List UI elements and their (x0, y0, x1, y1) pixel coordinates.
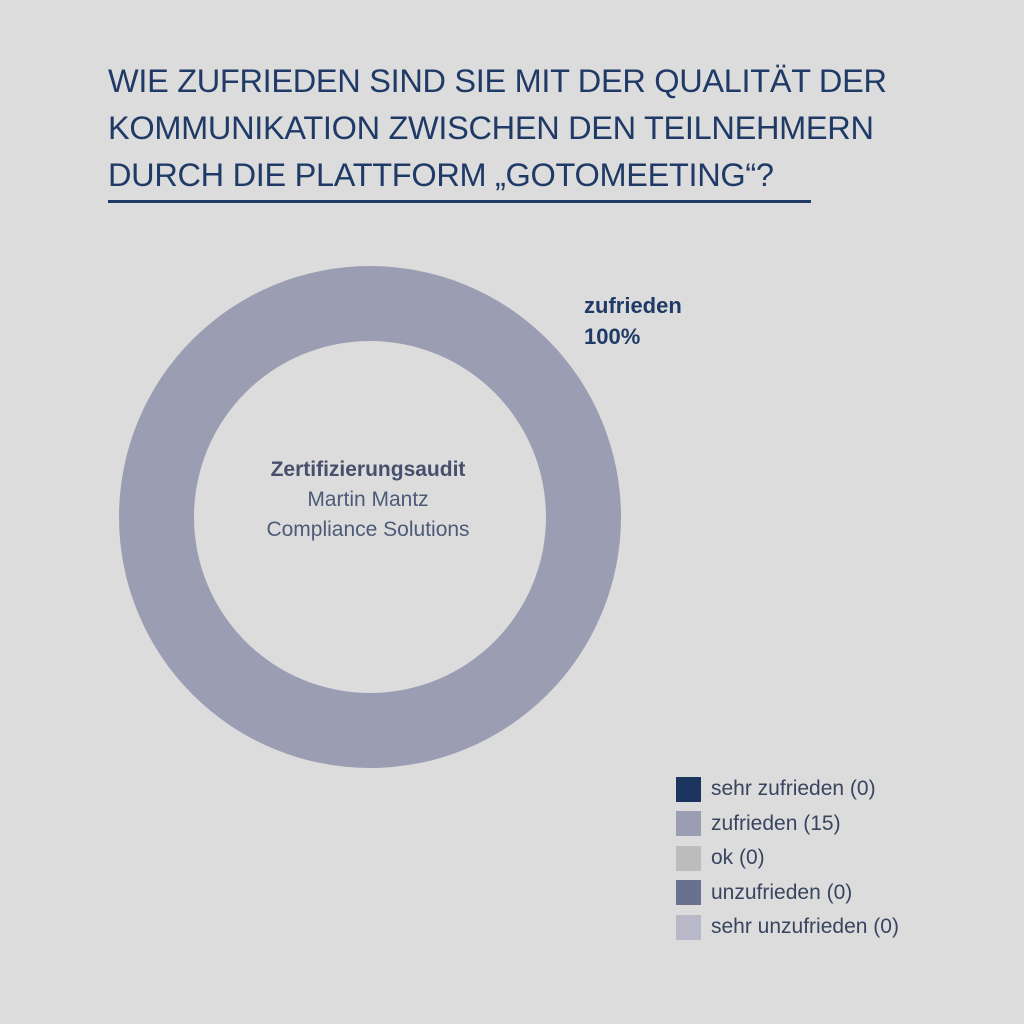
title-line-1: WIE ZUFRIEDEN SIND SIE MIT DER QUALITÄT … (108, 63, 887, 99)
slice-label-percent: 100% (584, 324, 641, 349)
legend-label: sehr unzufrieden (0) (711, 915, 899, 939)
center-label-name: Martin Mantz (307, 488, 429, 511)
legend-label: sehr zufrieden (0) (711, 777, 876, 801)
legend-item: zufrieden (15) (676, 807, 1006, 842)
legend-swatch (676, 880, 701, 906)
title-line-3: DURCH DIE PLATTFORM „GOTOMEETING“? (108, 157, 774, 193)
donut-center-label: Zertifizierungsaudit Martin Mantz Compli… (218, 455, 518, 545)
center-label-company: Compliance Solutions (266, 518, 470, 541)
slice-label-category: zufrieden (584, 293, 682, 318)
legend-swatch (676, 776, 701, 802)
legend-swatch (676, 845, 701, 871)
legend-label: unzufrieden (0) (711, 880, 853, 904)
slice-data-label: zufrieden 100% (584, 290, 682, 352)
title-underline (108, 200, 811, 203)
title-line-2: KOMMUNIKATION ZWISCHEN DEN TEILNEHMERN (108, 110, 874, 146)
donut-slice-zufrieden (119, 266, 621, 768)
legend-swatch (676, 914, 701, 940)
legend-item: sehr unzufrieden (0) (676, 910, 1006, 945)
legend-label: zufrieden (15) (711, 811, 841, 835)
center-label-title: Zertifizierungsaudit (270, 458, 466, 481)
legend-label: ok (0) (711, 846, 765, 870)
legend-item: sehr zufrieden (0) (676, 772, 1006, 807)
legend-swatch (676, 811, 701, 837)
chart-title: WIE ZUFRIEDEN SIND SIE MIT DER QUALITÄT … (108, 58, 968, 199)
legend-item: unzufrieden (0) (676, 876, 1006, 911)
legend: sehr zufrieden (0) zufrieden (15) ok (0)… (676, 772, 1006, 945)
legend-item: ok (0) (676, 841, 1006, 876)
